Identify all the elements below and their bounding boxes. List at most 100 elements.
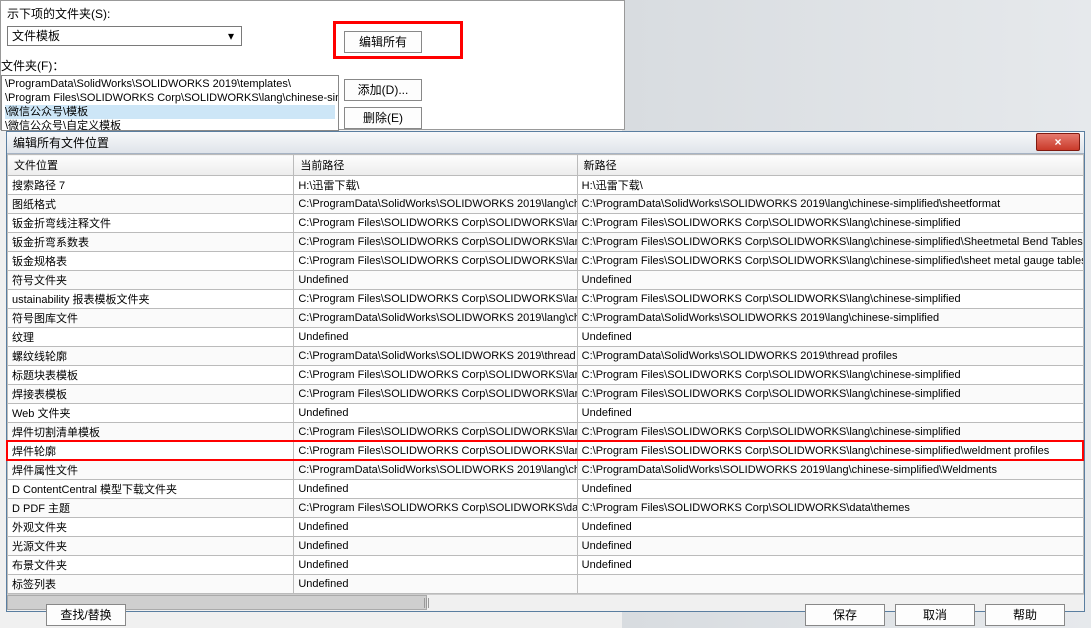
table-cell[interactable]: C:\ProgramData\SolidWorks\SOLIDWORKS 201…	[294, 195, 577, 214]
table-cell[interactable]: C:\ProgramData\SolidWorks\SOLIDWORKS 201…	[294, 347, 577, 366]
table-cell[interactable]	[577, 575, 1083, 594]
dialog-titlebar[interactable]: 编辑所有文件位置 ×	[7, 132, 1084, 154]
table-cell[interactable]: ustainability 报表模板文件夹	[8, 290, 294, 309]
table-row[interactable]: D ContentCentral 模型下载文件夹UndefinedUndefin…	[8, 480, 1084, 499]
table-cell[interactable]: D ContentCentral 模型下载文件夹	[8, 480, 294, 499]
table-cell[interactable]: C:\Program Files\SOLIDWORKS Corp\SOLIDWO…	[294, 442, 577, 461]
table-cell[interactable]: C:\ProgramData\SolidWorks\SOLIDWORKS 201…	[294, 309, 577, 328]
table-row[interactable]: 钣金规格表C:\Program Files\SOLIDWORKS Corp\SO…	[8, 252, 1084, 271]
table-cell[interactable]: H:\迅雷下载\	[294, 176, 577, 195]
table-cell[interactable]: C:\ProgramData\SolidWorks\SOLIDWORKS 201…	[577, 195, 1083, 214]
table-cell[interactable]: 焊接表模板	[8, 385, 294, 404]
table-cell[interactable]: Undefined	[294, 556, 577, 575]
table-cell[interactable]: C:\ProgramData\SolidWorks\SOLIDWORKS 201…	[577, 347, 1083, 366]
folder-list[interactable]: \ProgramData\SolidWorks\SOLIDWORKS 2019\…	[1, 75, 339, 131]
add-button[interactable]: 添加(D)...	[344, 79, 422, 101]
table-cell[interactable]: H:\迅雷下载\	[577, 176, 1083, 195]
table-cell[interactable]: C:\Program Files\SOLIDWORKS Corp\SOLIDWO…	[577, 442, 1083, 461]
table-row[interactable]: D PDF 主题C:\Program Files\SOLIDWORKS Corp…	[8, 499, 1084, 518]
table-cell[interactable]: C:\ProgramData\SolidWorks\SOLIDWORKS 201…	[294, 461, 577, 480]
table-cell[interactable]: Undefined	[577, 480, 1083, 499]
table-cell[interactable]: Undefined	[294, 575, 577, 594]
table-row[interactable]: 标题块表模板C:\Program Files\SOLIDWORKS Corp\S…	[8, 366, 1084, 385]
table-cell[interactable]: Undefined	[294, 271, 577, 290]
folder-list-item[interactable]: \微信公众号\模板	[5, 105, 335, 119]
table-cell[interactable]: 钣金折弯线注释文件	[8, 214, 294, 233]
table-cell[interactable]: C:\Program Files\SOLIDWORKS Corp\SOLIDWO…	[577, 252, 1083, 271]
table-cell[interactable]: 符号图库文件	[8, 309, 294, 328]
table-cell[interactable]: C:\Program Files\SOLIDWORKS Corp\SOLIDWO…	[577, 366, 1083, 385]
table-row[interactable]: 符号文件夹UndefinedUndefined	[8, 271, 1084, 290]
table-cell[interactable]: 焊件切割清单模板	[8, 423, 294, 442]
table-cell[interactable]: Undefined	[577, 328, 1083, 347]
table-cell[interactable]: Undefined	[294, 328, 577, 347]
table-row[interactable]: 焊件属性文件C:\ProgramData\SolidWorks\SOLIDWOR…	[8, 461, 1084, 480]
table-row[interactable]: 符号图库文件C:\ProgramData\SolidWorks\SOLIDWOR…	[8, 309, 1084, 328]
table-row[interactable]: 光源文件夹UndefinedUndefined	[8, 537, 1084, 556]
table-row[interactable]: Web 文件夹UndefinedUndefined	[8, 404, 1084, 423]
table-cell[interactable]: C:\Program Files\SOLIDWORKS Corp\SOLIDWO…	[577, 499, 1083, 518]
table-cell[interactable]: 纹理	[8, 328, 294, 347]
table-cell[interactable]: C:\ProgramData\SolidWorks\SOLIDWORKS 201…	[577, 461, 1083, 480]
table-cell[interactable]: 布景文件夹	[8, 556, 294, 575]
table-row[interactable]: 焊件轮廓C:\Program Files\SOLIDWORKS Corp\SOL…	[8, 442, 1084, 461]
table-cell[interactable]: C:\Program Files\SOLIDWORKS Corp\SOLIDWO…	[294, 233, 577, 252]
close-button[interactable]: ×	[1036, 133, 1080, 151]
table-cell[interactable]: 搜索路径 7	[8, 176, 294, 195]
table-row[interactable]: 钣金折弯线注释文件C:\Program Files\SOLIDWORKS Cor…	[8, 214, 1084, 233]
table-cell[interactable]: Undefined	[577, 518, 1083, 537]
table-row[interactable]: 焊件切割清单模板C:\Program Files\SOLIDWORKS Corp…	[8, 423, 1084, 442]
table-cell[interactable]: C:\Program Files\SOLIDWORKS Corp\SOLIDWO…	[294, 252, 577, 271]
table-cell[interactable]: 焊件轮廓	[8, 442, 294, 461]
table-cell[interactable]: C:\Program Files\SOLIDWORKS Corp\SOLIDWO…	[294, 366, 577, 385]
table-cell[interactable]: Undefined	[294, 404, 577, 423]
table-row[interactable]: 搜索路径 7H:\迅雷下载\H:\迅雷下载\	[8, 176, 1084, 195]
table-cell[interactable]: C:\Program Files\SOLIDWORKS Corp\SOLIDWO…	[294, 423, 577, 442]
table-cell[interactable]: 符号文件夹	[8, 271, 294, 290]
table-cell[interactable]: Undefined	[577, 537, 1083, 556]
file-locations-table[interactable]: 文件位置 当前路径 新路径 搜索路径 7H:\迅雷下载\H:\迅雷下载\图纸格式…	[7, 154, 1084, 594]
table-row[interactable]: ustainability 报表模板文件夹 C:\Program Files\SO…	[8, 290, 1084, 309]
table-cell[interactable]: C:\Program Files\SOLIDWORKS Corp\SOLIDWO…	[294, 385, 577, 404]
table-row[interactable]: 焊接表模板C:\Program Files\SOLIDWORKS Corp\SO…	[8, 385, 1084, 404]
column-header-file-location[interactable]: 文件位置	[8, 155, 294, 176]
table-cell[interactable]: Undefined	[577, 556, 1083, 575]
table-cell[interactable]: 钣金折弯系数表	[8, 233, 294, 252]
template-type-combo[interactable]: 文件模板 ▾	[7, 26, 242, 46]
table-cell[interactable]: 外观文件夹	[8, 518, 294, 537]
table-cell[interactable]: Undefined	[577, 404, 1083, 423]
table-row[interactable]: 外观文件夹UndefinedUndefined	[8, 518, 1084, 537]
table-cell[interactable]: C:\ProgramData\SolidWorks\SOLIDWORKS 201…	[577, 309, 1083, 328]
table-cell[interactable]: Web 文件夹	[8, 404, 294, 423]
table-row[interactable]: 布景文件夹UndefinedUndefined	[8, 556, 1084, 575]
help-button[interactable]: 帮助	[985, 604, 1065, 626]
table-cell[interactable]: 光源文件夹	[8, 537, 294, 556]
table-cell[interactable]: 标题块表模板	[8, 366, 294, 385]
table-cell[interactable]: D PDF 主题	[8, 499, 294, 518]
table-cell[interactable]: C:\Program Files\SOLIDWORKS Corp\SOLIDWO…	[577, 233, 1083, 252]
table-row[interactable]: 标签列表Undefined	[8, 575, 1084, 594]
column-header-new-path[interactable]: 新路径	[577, 155, 1083, 176]
table-row[interactable]: 图纸格式C:\ProgramData\SolidWorks\SOLIDWORKS…	[8, 195, 1084, 214]
table-cell[interactable]: Undefined	[294, 480, 577, 499]
table-cell[interactable]: 螺纹线轮廓	[8, 347, 294, 366]
column-header-current-path[interactable]: 当前路径	[294, 155, 577, 176]
table-cell[interactable]: C:\Program Files\SOLIDWORKS Corp\SOLIDWO…	[577, 423, 1083, 442]
table-cell[interactable]: C:\Program Files\SOLIDWORKS Corp\SOLIDWO…	[577, 214, 1083, 233]
table-row[interactable]: 钣金折弯系数表C:\Program Files\SOLIDWORKS Corp\…	[8, 233, 1084, 252]
table-cell[interactable]: 钣金规格表	[8, 252, 294, 271]
save-button[interactable]: 保存	[805, 604, 885, 626]
table-cell[interactable]: 焊件属性文件	[8, 461, 294, 480]
table-cell[interactable]: Undefined	[294, 518, 577, 537]
table-cell[interactable]: Undefined	[294, 537, 577, 556]
folder-list-item[interactable]: \ProgramData\SolidWorks\SOLIDWORKS 2019\…	[5, 77, 335, 91]
table-cell[interactable]: C:\Program Files\SOLIDWORKS Corp\SOLIDWO…	[577, 290, 1083, 309]
folder-list-item[interactable]: \Program Files\SOLIDWORKS Corp\SOLIDWORK…	[5, 91, 335, 105]
table-row[interactable]: 纹理UndefinedUndefined	[8, 328, 1084, 347]
table-cell[interactable]: C:\Program Files\SOLIDWORKS Corp\SOLIDWO…	[294, 214, 577, 233]
table-cell[interactable]: 标签列表	[8, 575, 294, 594]
folder-list-item[interactable]: \微信公众号\自定义模板	[5, 119, 335, 131]
table-cell[interactable]: C:\Program Files\SOLIDWORKS Corp\SOLIDWO…	[294, 499, 577, 518]
table-cell[interactable]: C:\Program Files\SOLIDWORKS Corp\SOLIDWO…	[577, 385, 1083, 404]
table-row[interactable]: 螺纹线轮廓C:\ProgramData\SolidWorks\SOLIDWORK…	[8, 347, 1084, 366]
